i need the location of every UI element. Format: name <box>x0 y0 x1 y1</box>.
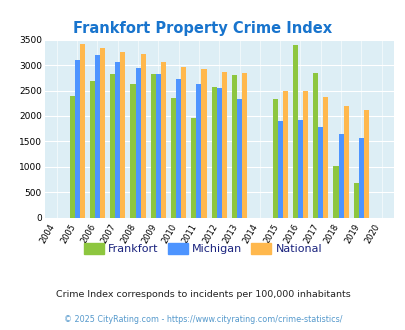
Bar <box>181 67 186 218</box>
Bar <box>277 121 282 218</box>
Bar <box>140 54 145 218</box>
Text: Crime Index corresponds to incidents per 100,000 inhabitants: Crime Index corresponds to incidents per… <box>55 290 350 299</box>
Bar <box>150 74 156 218</box>
Bar <box>196 84 201 218</box>
Bar <box>100 48 105 218</box>
Bar <box>79 44 85 218</box>
Bar <box>120 52 125 218</box>
Bar <box>75 60 79 218</box>
Bar <box>237 99 241 218</box>
Bar <box>318 127 322 218</box>
Bar <box>201 69 206 218</box>
Bar <box>312 73 318 218</box>
Text: Frankfort Property Crime Index: Frankfort Property Crime Index <box>73 21 332 36</box>
Bar <box>272 99 277 218</box>
Bar <box>353 183 358 218</box>
Bar <box>135 68 140 218</box>
Bar <box>160 62 166 218</box>
Bar <box>343 106 348 218</box>
Bar <box>292 45 297 218</box>
Bar <box>191 118 196 218</box>
Bar <box>363 110 368 218</box>
Bar <box>176 79 181 218</box>
Bar <box>156 74 160 218</box>
Bar <box>110 74 115 218</box>
Bar <box>282 90 287 218</box>
Bar <box>95 55 100 218</box>
Bar <box>231 75 237 218</box>
Bar <box>90 82 95 218</box>
Bar <box>358 138 363 218</box>
Bar <box>322 97 328 218</box>
Bar <box>338 134 343 218</box>
Bar <box>221 72 226 218</box>
Bar <box>211 87 216 218</box>
Bar <box>333 166 338 218</box>
Bar <box>241 73 247 218</box>
Bar <box>130 84 135 218</box>
Bar <box>115 62 120 218</box>
Bar <box>297 120 302 218</box>
Text: © 2025 CityRating.com - https://www.cityrating.com/crime-statistics/: © 2025 CityRating.com - https://www.city… <box>64 315 341 324</box>
Bar <box>216 88 221 218</box>
Bar <box>171 98 176 218</box>
Bar <box>302 91 307 218</box>
Legend: Frankfort, Michigan, National: Frankfort, Michigan, National <box>79 239 326 258</box>
Bar <box>69 96 75 218</box>
